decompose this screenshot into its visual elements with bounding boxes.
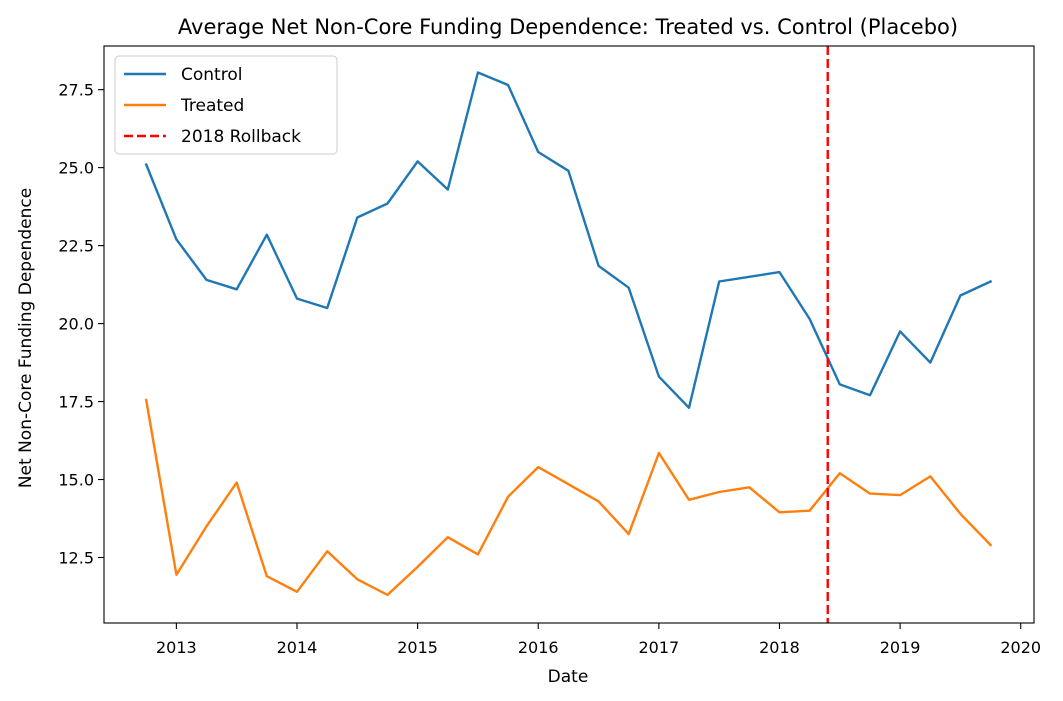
series-line-control	[144, 71, 993, 409]
x-tick-label: 2020	[1000, 638, 1041, 657]
y-tick-label: 20.0	[58, 315, 94, 334]
x-axis: 2013 2014 2015 2016 2017 2018 2019 2020	[156, 623, 1041, 657]
x-tick-label: 2013	[156, 638, 197, 657]
y-axis-label: Net Non-Core Funding Dependence	[16, 188, 36, 488]
plot-frame	[103, 45, 1035, 624]
y-tick-label: 17.5	[58, 393, 94, 412]
y-tick-label: 15.0	[58, 471, 94, 490]
plot-area	[103, 45, 1035, 624]
legend-label: Control	[181, 65, 242, 85]
x-tick-label: 2016	[518, 638, 559, 657]
legend-box	[114, 55, 338, 155]
series-line-treated	[144, 398, 993, 597]
legend-label: Treated	[180, 96, 244, 116]
y-tick-label: 25.0	[58, 159, 94, 178]
chart-title: Average Net Non-Core Funding Dependence:…	[178, 15, 958, 39]
x-axis-label: Date	[548, 667, 589, 687]
legend: Control Treated 2018 Rollback	[114, 55, 338, 155]
y-tick-label: 22.5	[58, 237, 94, 256]
x-tick-label: 2018	[759, 638, 800, 657]
y-tick-label: 27.5	[58, 81, 94, 100]
y-tick-label: 12.5	[58, 549, 94, 568]
x-tick-label: 2014	[277, 638, 318, 657]
y-axis: 12.5 15.0 17.5 20.0 22.5 25.0 27.5	[58, 81, 104, 568]
x-tick-label: 2017	[639, 638, 680, 657]
x-tick-label: 2019	[880, 638, 921, 657]
x-tick-label: 2015	[397, 638, 438, 657]
legend-label: 2018 Rollback	[181, 127, 301, 147]
